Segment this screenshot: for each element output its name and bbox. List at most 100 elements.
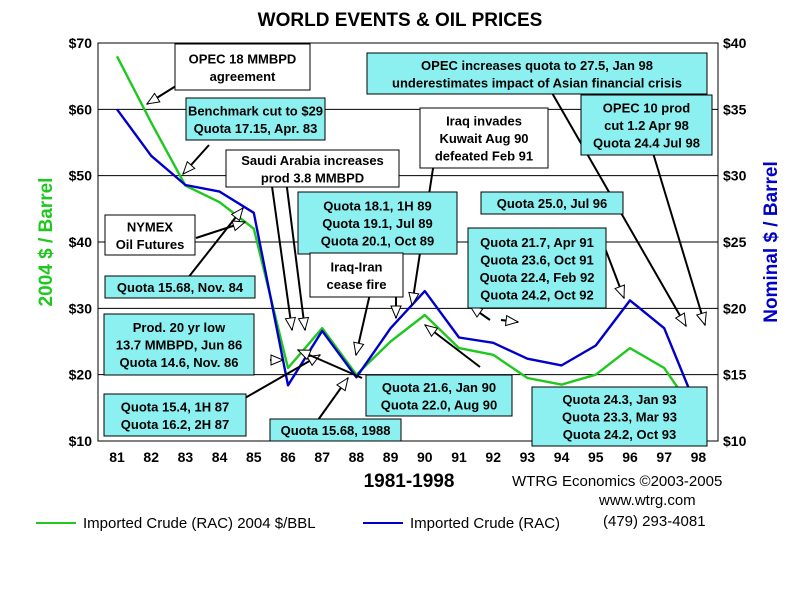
y-tick-right: $20 <box>723 300 747 316</box>
annotation-text: Quota 15.4, 1H 87 <box>121 399 229 414</box>
annotation-background <box>174 43 311 91</box>
y-tick-left: $30 <box>69 300 93 316</box>
annotation-box: Quota 15.68, 1988 <box>269 418 402 442</box>
x-tick: 85 <box>246 449 262 465</box>
pointer-arrowhead <box>270 354 285 366</box>
pointer-line <box>284 171 306 331</box>
annotation-box: Iraq invades Kuwait Aug 90 defeated Feb 91 <box>419 107 549 169</box>
y-tick-right: $10 <box>723 433 747 449</box>
x-tick: 95 <box>588 449 604 465</box>
y-tick-right: $25 <box>723 234 747 250</box>
annotation-box: Quota 18.1, 1H 89 Quota 19.1, Jul 89 Quota… <box>297 191 458 255</box>
annotation-text: Quota 23.6, Oct 91 <box>480 252 593 267</box>
annotation-box: Quota 21.7, Apr 91 Quota 23.6, Oct 91 Quot… <box>467 227 607 309</box>
pointer-arrowhead <box>695 311 707 327</box>
y-axis-left-label: 2004 $ / Barrel <box>36 178 57 307</box>
annotation-text: Kuwait Aug 90 <box>439 131 528 146</box>
annotation-background <box>297 191 458 255</box>
annotation-box: Quota 24.3, Jan 93 Quota 23.3, Mar 93 Quot… <box>531 386 708 447</box>
annotation-text: Quota 15.68, Nov. 84 <box>117 280 244 295</box>
annotation-text: NYMEX <box>127 219 174 234</box>
pointer-arrowhead <box>182 160 196 175</box>
annotation-background <box>480 191 624 215</box>
annotation-box: Quota 15.4, 1H 87 Quota 16.2, 2H 87 <box>103 393 247 437</box>
annotation-text: agreement <box>210 69 276 84</box>
legend-label-nominal: Imported Crude (RAC) <box>410 515 560 532</box>
annotation-background <box>103 313 255 376</box>
annotation-box: Prod. 20 yr low 13.7 MMBPD, Jun 86 Quota 1… <box>103 313 255 376</box>
pointer-line <box>179 207 244 289</box>
x-tick: 90 <box>417 449 433 465</box>
y-tick-right: $15 <box>723 367 747 383</box>
annotation-text: Quota 21.6, Jan 90 <box>382 380 496 395</box>
annotation-box: OPEC 18 MMBPD agreement <box>174 43 311 91</box>
credits-phone: (479) 293-4081 <box>603 513 706 530</box>
annotation-text: prod 3.8 MMBPD <box>261 170 364 185</box>
annotation-background <box>309 252 404 298</box>
annotation-text: OPEC 10 prod <box>603 101 690 116</box>
annotation-background <box>185 97 326 141</box>
pointer-arrowhead <box>674 312 687 328</box>
x-tick: 98 <box>691 449 707 465</box>
annotation-box: NYMEX Oil Futures <box>104 214 196 256</box>
pointer-arrowhead <box>353 341 365 357</box>
annotation-background <box>366 52 708 95</box>
pointer-arrowhead <box>504 314 520 327</box>
annotation-text: cut 1.2 Apr 98 <box>604 118 689 133</box>
x-tick: 89 <box>383 449 399 465</box>
annotation-text: Quota 24.2, Oct 93 <box>563 427 676 442</box>
y-axis-right-label: Nominal $ / Barrel <box>761 161 782 323</box>
annotation-box: Iraq-Iran cease fire <box>309 252 404 298</box>
credits: WTRG Economics ©2003-2005 www.wtrg.com (… <box>512 473 722 530</box>
annotation-box: Saudi Arabia increases prod 3.8 MMBPD <box>225 149 400 188</box>
annotation-text: defeated Feb 91 <box>435 149 533 164</box>
legend: Imported Crude (RAC) 2004 $/BBL Imported… <box>36 515 560 532</box>
y-tick-right: $35 <box>723 101 747 117</box>
annotation-text: Quota 25.0, Jul 96 <box>497 196 608 211</box>
annotation-background <box>225 149 400 188</box>
y-tick-left: $10 <box>69 433 93 449</box>
annotation-text: Quota 21.7, Apr 91 <box>480 235 594 250</box>
x-axis: 81 82 83 84 85 86 87 88 89 90 91 92 93 94 95 96 97 98 <box>109 449 706 465</box>
annotation-background <box>531 386 708 447</box>
x-tick: 93 <box>520 449 536 465</box>
series-lines <box>115 55 700 419</box>
annotation-box: Quota 25.0, Jul 96 <box>480 191 624 215</box>
annotation-background <box>104 275 256 299</box>
y-axis-left: $10 $20 $30 $40 $50 $60 $70 <box>69 35 93 449</box>
x-tick: 91 <box>451 449 467 465</box>
annotation-text: Quota 17.15, Apr. 83 <box>194 121 318 136</box>
annotation-text: Saudi Arabia increases <box>241 153 384 168</box>
annotation-text: Quota 19.1, Jul 89 <box>322 216 433 231</box>
series-line-nominal <box>116 108 700 413</box>
pointer-arrowhead <box>145 92 161 105</box>
annotation-box: Benchmark cut to $29 Quota 17.15, Apr. 83 <box>185 97 326 141</box>
annotation-box: OPEC increases quota to 27.5, Jan 98 unde… <box>366 52 708 95</box>
x-tick: 92 <box>485 449 501 465</box>
annotation-text: Iraq invades <box>446 114 522 129</box>
x-tick: 88 <box>349 449 365 465</box>
annotation-text: Oil Futures <box>116 237 185 252</box>
y-tick-left: $50 <box>69 168 93 184</box>
annotation-background <box>419 107 549 169</box>
pointer-arrowhead <box>297 316 310 332</box>
x-tick: 96 <box>622 449 638 465</box>
x-tick: 83 <box>178 449 194 465</box>
annotation-text: underestimates impact of Asian financial… <box>392 75 682 90</box>
y-tick-right: $30 <box>723 168 747 184</box>
annotation-background <box>365 374 513 417</box>
x-tick: 87 <box>314 449 330 465</box>
annotation-background <box>269 418 402 442</box>
y-tick-left: $20 <box>69 367 93 383</box>
annotation-text: Quota 15.68, 1988 <box>281 423 391 438</box>
x-tick: 82 <box>143 449 159 465</box>
annotation-text: cease fire <box>327 277 387 292</box>
pointer-arrowhead <box>408 291 420 307</box>
pointer-arrowhead <box>284 316 296 332</box>
annotation-text: Benchmark cut to $29 <box>188 103 323 118</box>
annotation-text: OPEC 18 MMBPD <box>189 51 297 66</box>
y-tick-left: $60 <box>69 101 93 117</box>
x-tick: 81 <box>109 449 125 465</box>
annotation-background <box>104 214 196 256</box>
